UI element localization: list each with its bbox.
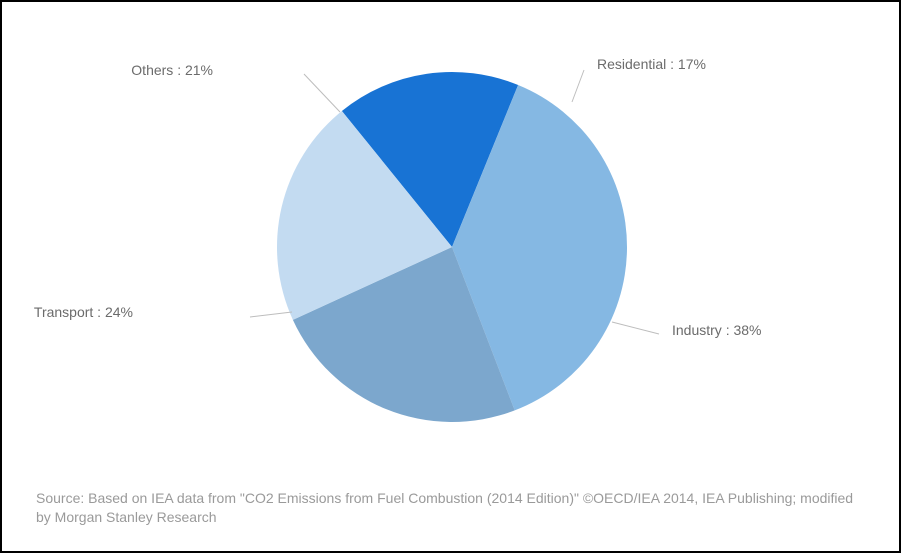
pie-svg	[2, 2, 901, 553]
leader-line	[612, 322, 659, 334]
leader-line	[250, 312, 292, 317]
slice-label-others: Others : 21%	[131, 62, 213, 78]
slice-label-transport: Transport : 24%	[34, 304, 133, 320]
chart-frame: Residential : 17% Industry : 38% Transport…	[0, 0, 901, 553]
leader-line	[304, 74, 340, 112]
source-caption: Source: Based on IEA data from "CO2 Emis…	[36, 489, 869, 527]
leader-line	[572, 70, 584, 102]
pie-chart: Residential : 17% Industry : 38% Transport…	[2, 2, 899, 551]
slice-label-residential: Residential : 17%	[597, 56, 706, 72]
slice-label-industry: Industry : 38%	[672, 322, 762, 338]
